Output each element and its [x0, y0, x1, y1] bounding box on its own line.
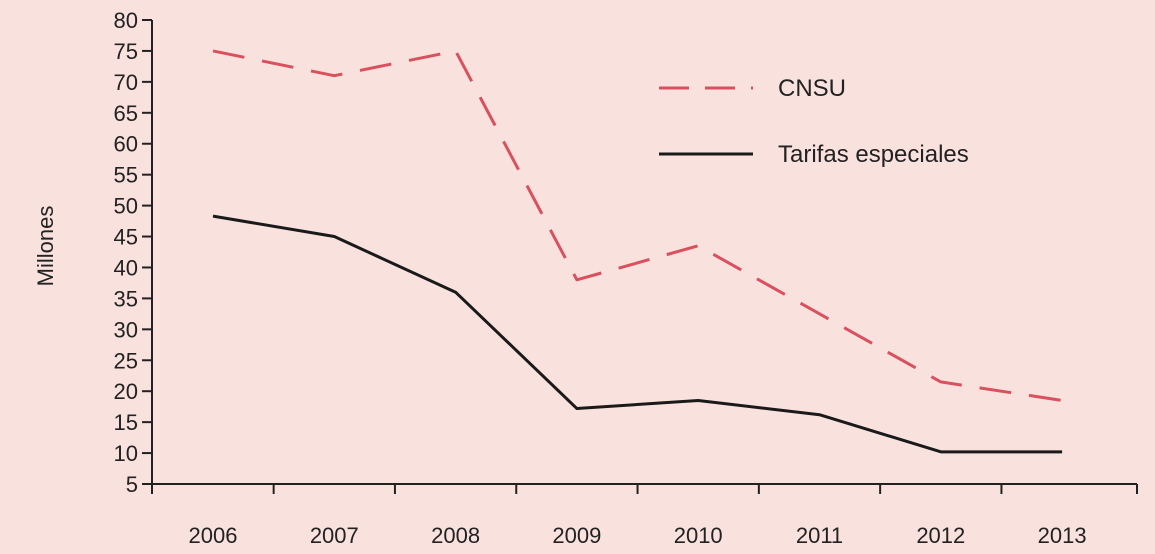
y-tick-label: 55: [114, 163, 138, 188]
y-tick-label: 45: [114, 225, 138, 250]
series-line-tarifas-especiales: [212, 214, 1063, 454]
y-tick-label: 60: [114, 132, 138, 157]
axes: [151, 20, 1137, 485]
y-tick-label: 30: [114, 317, 138, 342]
y-tick-label: 75: [114, 39, 138, 64]
x-tick-label: 2010: [674, 523, 723, 548]
x-tick-label: 2007: [310, 523, 359, 548]
series-line-cnsu: [212, 49, 1063, 402]
x-tick-label: 2006: [189, 523, 238, 548]
legend: CNSU Tarifas especiales: [659, 75, 969, 168]
x-tick-label: 2011: [796, 523, 843, 548]
y-tick-label: 25: [114, 348, 138, 373]
x-ticks: 2006 2007 2008 2009 2010 2011 2012 2013: [151, 484, 1138, 548]
y-tick-label: 35: [114, 286, 138, 311]
y-axis-label: Millones: [33, 206, 58, 287]
y-tick-label: 65: [114, 101, 138, 126]
y-tick-label: 5: [126, 472, 138, 497]
y-tick-label: 10: [114, 441, 138, 466]
x-tick-label: 2013: [1038, 523, 1087, 548]
y-tick-label: 50: [114, 194, 138, 219]
y-tick-label: 80: [114, 8, 138, 33]
y-ticks: 5 10 15 20 25 30 35 40 45 50 55 60 65 70 75 80: [114, 8, 152, 497]
x-tick-label: 2008: [431, 523, 480, 548]
x-tick-label: 2009: [552, 523, 601, 548]
y-tick-label: 20: [114, 379, 138, 404]
y-tick-label: 70: [114, 70, 138, 95]
y-tick-label: 15: [114, 410, 138, 435]
x-tick-label: 2012: [916, 523, 965, 548]
legend-label: CNSU: [778, 75, 846, 102]
legend-label: Tarifas especiales: [778, 141, 969, 168]
y-tick-label: 40: [114, 255, 138, 280]
series-group: [212, 49, 1063, 454]
